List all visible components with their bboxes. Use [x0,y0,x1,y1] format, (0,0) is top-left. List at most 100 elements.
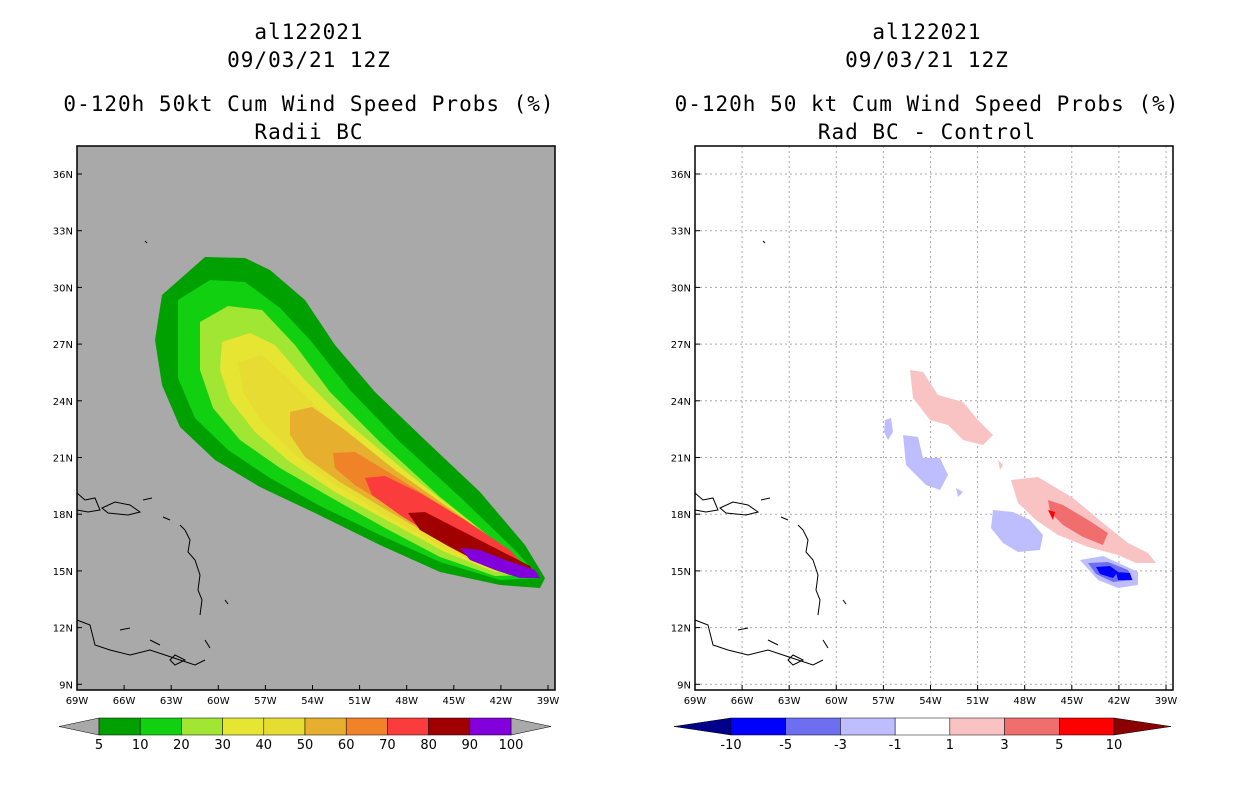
date-title: 09/03/21 12Z [845,48,1009,72]
pos-diff-4 [1048,510,1055,520]
lon-label: 63W [160,696,183,707]
subtitle: Rad BC - Control [817,120,1037,144]
pos-diff-1 [910,370,993,445]
colorbar-swatch [263,717,306,736]
colorbar-swatch [98,717,141,736]
colorbar-label: 40 [256,738,273,753]
colorbar-swatch [785,717,841,736]
lat-label: 24N [53,397,73,408]
coastline [76,240,229,666]
lat-labels: 36N 33N 30N 27N 24N 21N 18N 15N 12N 9N [671,170,700,691]
colorbar-under-arrow [673,717,732,736]
colorbar-swatch [304,717,347,736]
product-title: 0-120h 50 kt Cum Wind Speed Probs (%) [674,92,1180,116]
neg-diff-7 [1096,566,1118,578]
lon-label: 54W [919,696,942,707]
lon-label: 42W [490,696,513,707]
colorbar-swatch [1059,717,1115,736]
colorbar-label: 20 [173,738,190,753]
lat-label: 30N [671,283,691,294]
lat-label: 24N [671,397,691,408]
colorbar-label: 10 [132,738,149,753]
lon-label: 63W [778,696,801,707]
lon-label: 51W [966,696,989,707]
colorbar-swatch [1004,717,1060,736]
neg-diff-8 [1116,572,1132,580]
lon-label: 66W [113,696,136,707]
colorbar-label: -10 [720,738,741,753]
lat-label: 18N [671,510,691,521]
colorbar-label: -1 [889,738,902,753]
colorbar-swatch [428,717,471,736]
colorbar-swatch [222,717,265,736]
lat-label: 27N [671,340,691,351]
lon-label: 60W [825,696,848,707]
colorbar-swatch [139,717,182,736]
lon-labels: 69W 66W 63W 60W 57W 54W 51W 48W 45W 42W 39W [66,685,559,707]
lat-label: 21N [671,454,691,465]
colorbar-label: 3 [1000,738,1008,753]
contour-90-100 [460,548,540,578]
colorbar: -10 -5 -3 -1 1 3 5 10 [673,717,1172,753]
lon-labels: 69W 66W 63W 60W 57W 54W 51W 48W 45W 42W 39W [684,685,1177,707]
lon-label: 57W [254,696,277,707]
colorbar-swatch [949,717,1005,736]
colorbar-label: 90 [462,738,479,753]
colorbar-label: 30 [214,738,231,753]
pos-diff-5 [998,460,1003,470]
colorbar-label: 70 [379,738,396,753]
difference-field [884,370,1156,588]
map-frame [694,145,1174,691]
lon-label: 57W [872,696,895,707]
colorbar-label: 80 [420,738,437,753]
lat-label: 15N [53,567,73,578]
lon-label: 45W [1060,696,1083,707]
lat-label: 9N [677,680,691,691]
lat-label: 27N [53,340,73,351]
colorbar-label: -5 [779,738,792,753]
lon-label: 60W [207,696,230,707]
colorbar-swatch [387,717,429,736]
lon-label: 42W [1108,696,1131,707]
colorbar-label: 5 [1055,738,1063,753]
colorbar-swatch [840,717,896,736]
colorbar-over-arrow [1113,717,1172,736]
lat-label: 15N [671,567,691,578]
lat-label: 21N [53,454,73,465]
lon-label: 48W [395,696,418,707]
lon-label: 69W [684,696,707,707]
lat-label: 33N [53,227,73,238]
lon-label: 69W [66,696,89,707]
colorbar-label: 50 [297,738,314,753]
lon-label: 48W [1013,696,1036,707]
colorbar-label: 60 [338,738,355,753]
colorbar-under-arrow [58,717,100,736]
subtitle: Radii BC [254,120,364,144]
colorbar-label: -3 [834,738,847,753]
lat-label: 30N [53,283,73,294]
neg-diff-2 [903,435,948,490]
lon-label: 51W [348,696,371,707]
lat-label: 36N [671,170,691,181]
colorbar-label: 5 [95,738,103,753]
colorbar-swatch [345,717,388,736]
colorbar-label: 1 [946,738,954,753]
lon-label: 45W [442,696,465,707]
coastline [694,240,847,666]
neg-diff-3 [956,488,963,497]
lon-label: 54W [301,696,324,707]
lat-label: 12N [671,624,691,635]
colorbar-swatch [469,717,512,736]
neg-diff-1 [884,418,893,440]
colorbar: 5 10 20 30 40 50 60 70 80 90 100 [58,717,552,753]
colorbar-label: 100 [499,738,524,753]
right-panel: al122021 09/03/21 12Z 0-120h 50 kt Cum W… [618,0,1236,800]
contour-80 [408,512,535,575]
lat-label: 12N [53,624,73,635]
colorbar-swatch [894,717,951,736]
map-frame [76,145,556,691]
storm-id-title: al122021 [872,20,982,44]
pos-diff-3 [1048,500,1108,545]
product-title: 0-120h 50kt Cum Wind Speed Probs (%) [63,92,555,116]
